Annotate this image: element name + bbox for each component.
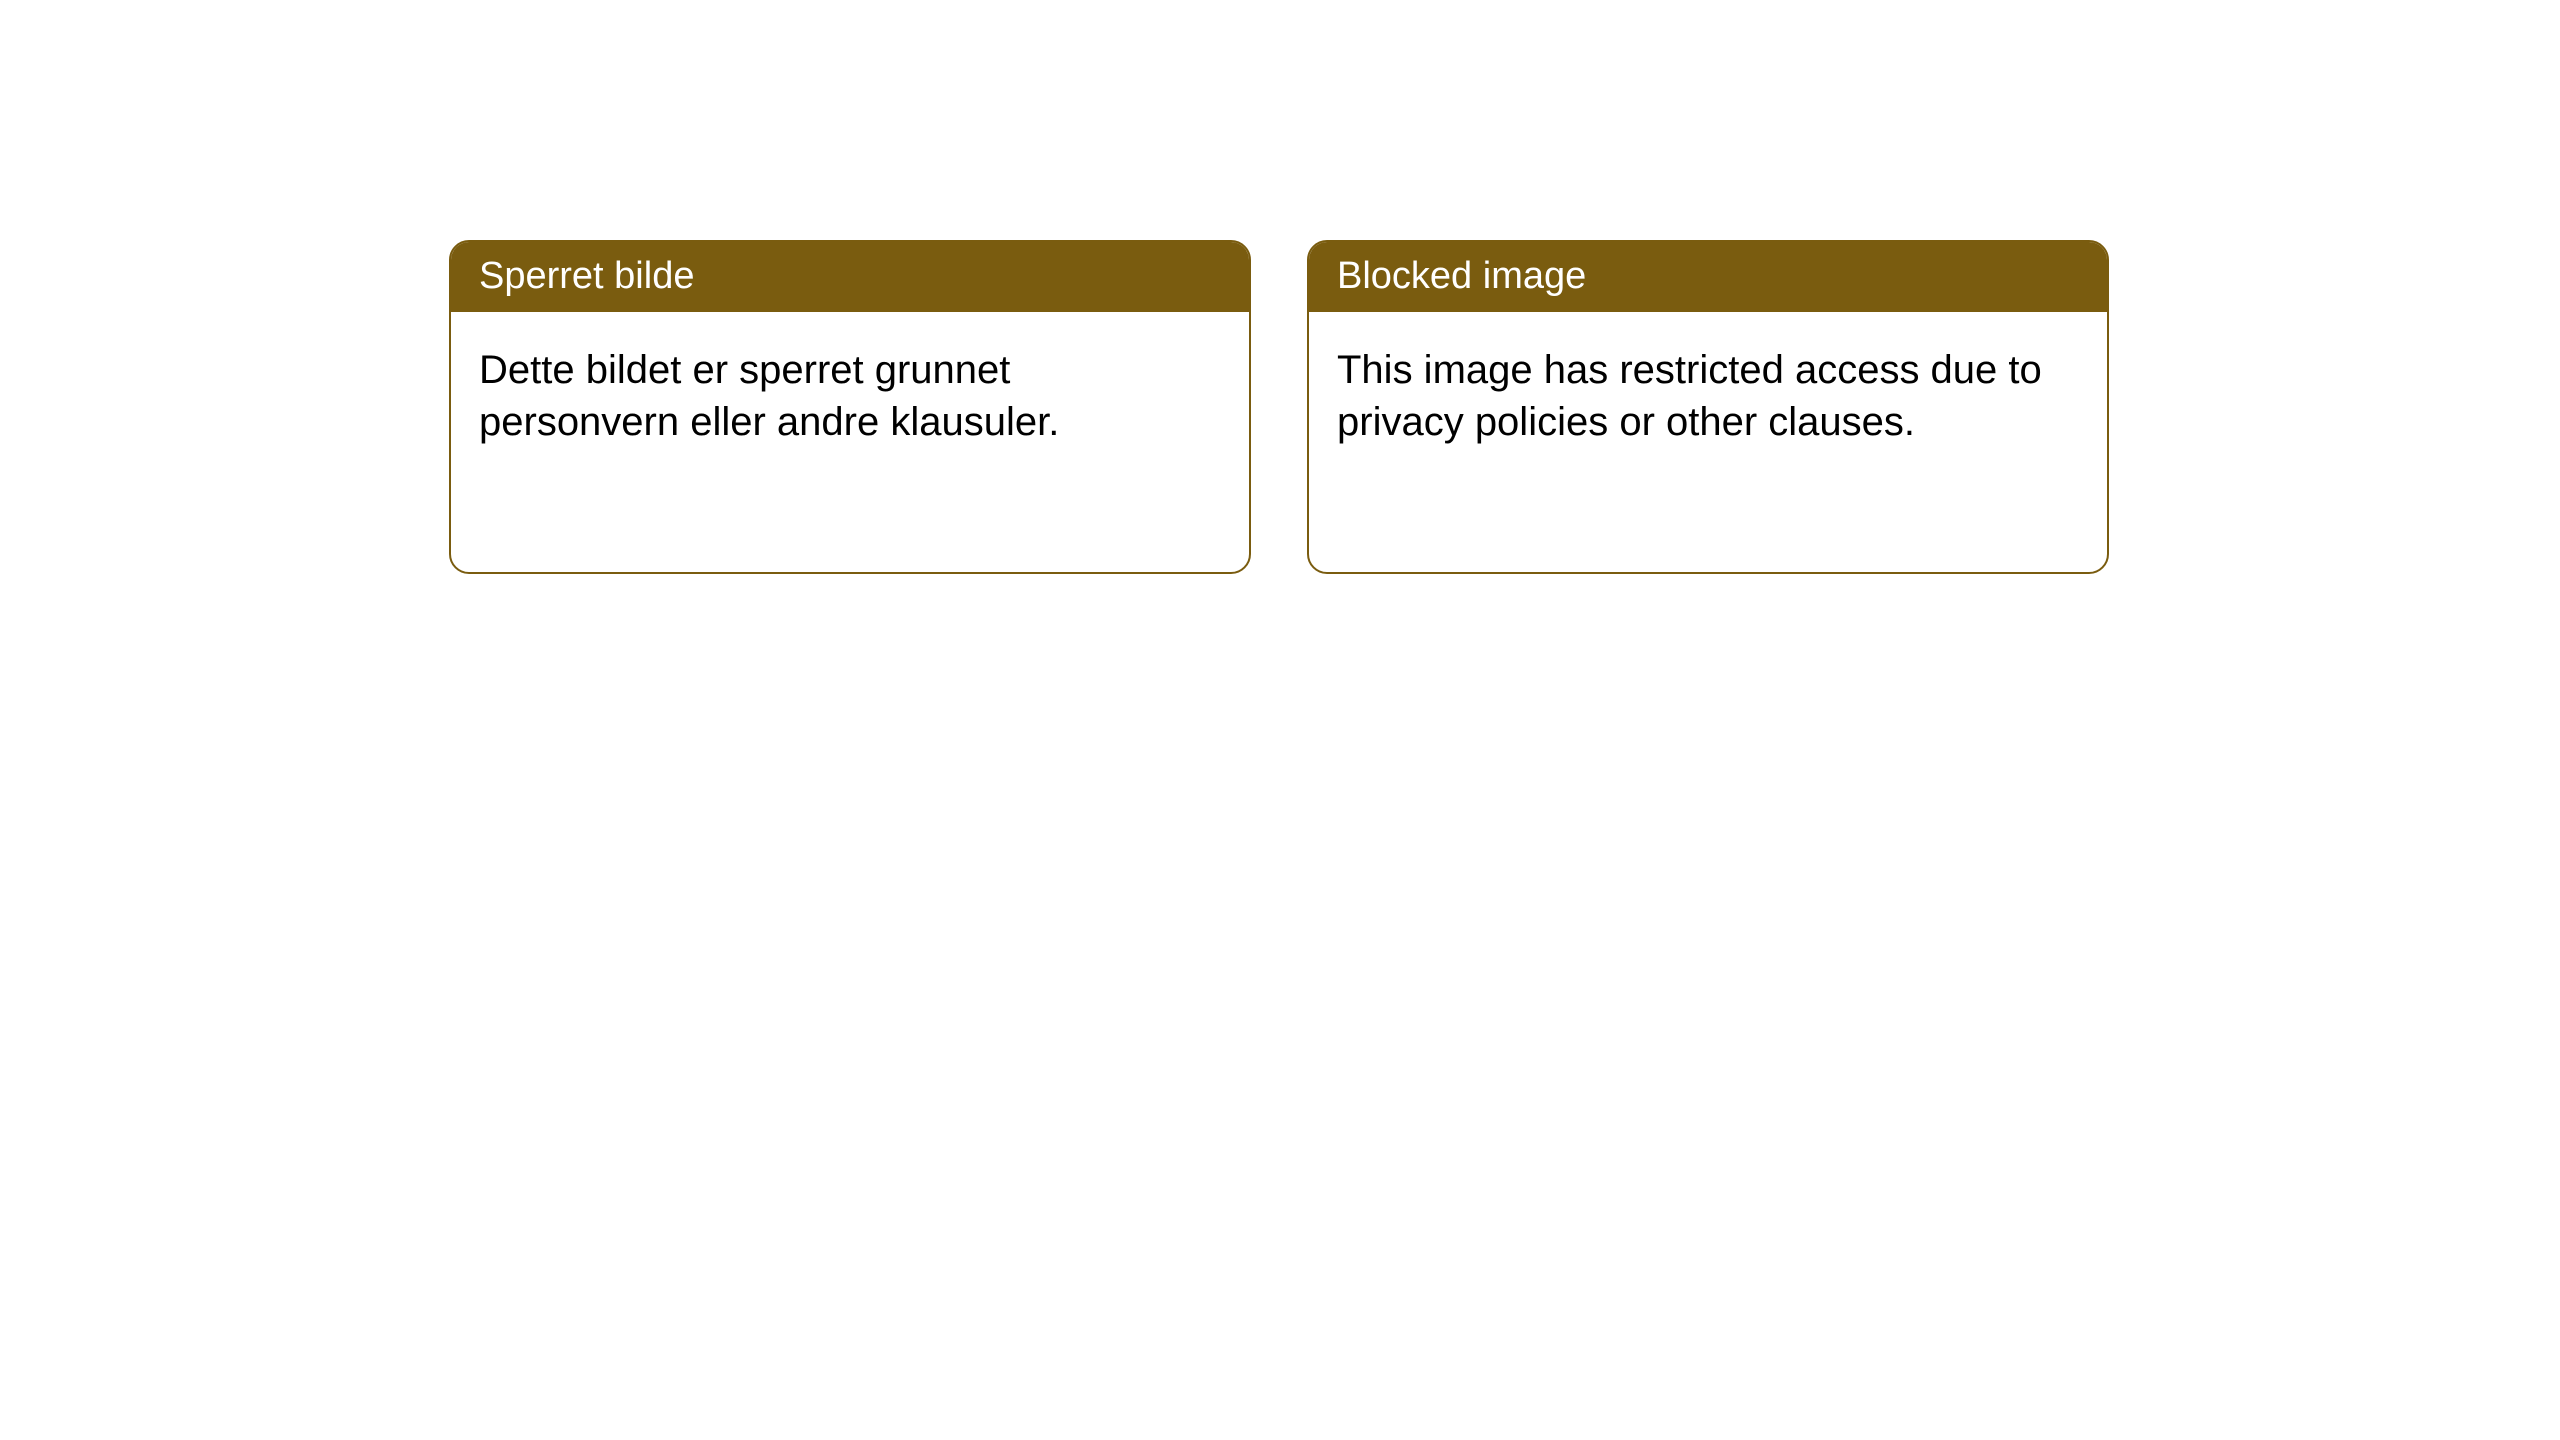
notice-cards-container: Sperret bilde Dette bildet er sperret gr… [449, 240, 2109, 574]
card-body-en: This image has restricted access due to … [1309, 312, 2107, 480]
card-title-no: Sperret bilde [451, 242, 1249, 312]
card-body-no: Dette bildet er sperret grunnet personve… [451, 312, 1249, 480]
blocked-image-card-no: Sperret bilde Dette bildet er sperret gr… [449, 240, 1251, 574]
card-title-en: Blocked image [1309, 242, 2107, 312]
blocked-image-card-en: Blocked image This image has restricted … [1307, 240, 2109, 574]
